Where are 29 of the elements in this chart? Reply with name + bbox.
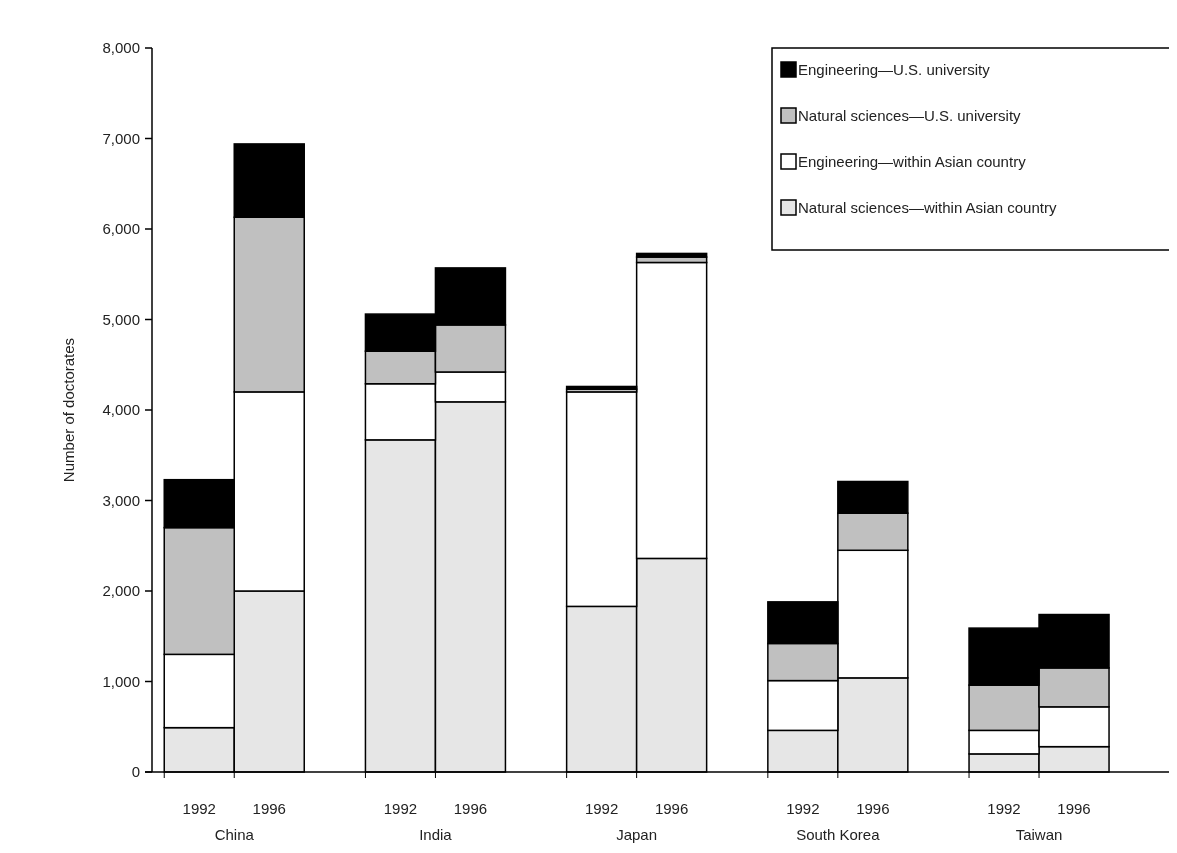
x-tick-label: 1996 [1057, 800, 1091, 817]
y-tick-label: 6,000 [102, 220, 140, 238]
y-tick-label: 8,000 [102, 39, 140, 57]
legend-label: Natural sciences—within Asian country [798, 199, 1057, 216]
y-tick-label: 0 [131, 763, 140, 781]
legend-label: Engineering—within Asian country [798, 153, 1027, 170]
x-tick-label: 1992 [584, 800, 619, 817]
x-tick-label: 1992 [987, 800, 1021, 817]
legend-label: Natural sciences—U.S. university [798, 107, 1022, 124]
x-tick-label: 1996 [654, 800, 689, 817]
y-tick-label: 7,000 [102, 129, 140, 147]
x-tick-label: 1996 [252, 800, 286, 817]
y-tick-label: 4,000 [102, 401, 140, 419]
legend-label: Engineering—U.S. university [798, 61, 991, 78]
text: Japan [616, 826, 658, 843]
text: India [419, 826, 453, 843]
y-tick-label: 1,000 [102, 672, 140, 690]
y-axis-title: Number of doctorates [60, 337, 77, 483]
x-tick-label: 1992 [182, 800, 216, 817]
text: South Korea [796, 826, 881, 843]
y-tick-label: 3,000 [102, 491, 140, 509]
x-tick-label: 1992 [786, 800, 820, 817]
text: Taiwan [1015, 826, 1063, 843]
x-tick-label: 1996 [453, 800, 488, 817]
x-tick-label: 1996 [856, 800, 890, 817]
x-tick-label: 1992 [383, 800, 418, 817]
y-tick-label: 2,000 [102, 582, 140, 600]
text: China [214, 826, 255, 843]
y-tick-label: 5,000 [102, 310, 140, 328]
